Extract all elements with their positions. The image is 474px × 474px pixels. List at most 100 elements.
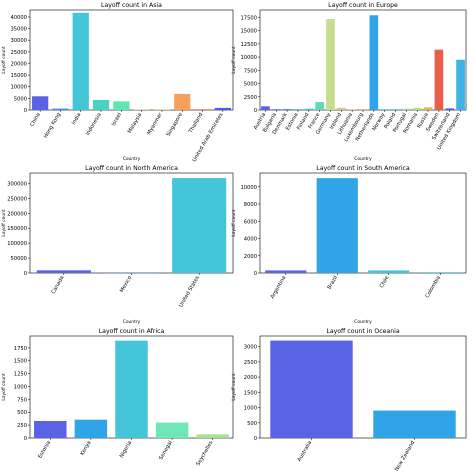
y-tick-label: 2000 (244, 375, 257, 381)
x-tick-label: Canada (50, 275, 65, 295)
bar-new-zealand (373, 410, 456, 438)
y-tick-label: 2500 (244, 360, 257, 366)
bar-indonesia (92, 100, 110, 110)
bar-bulgaria (271, 109, 281, 110)
y-tick-label: 0 (254, 108, 257, 114)
x-tick-label: Mexico (119, 275, 133, 294)
bar-lithuania (347, 109, 357, 110)
bar-austria (261, 106, 270, 110)
y-tick-label: 0 (254, 271, 257, 277)
chart-title: Layoff count in Oceania (326, 328, 399, 335)
x-tick-label: New Zealand (394, 440, 416, 473)
y-tick-label: 5000 (14, 96, 27, 102)
y-tick-label: 4000 (244, 237, 257, 243)
bar-estonia (34, 421, 67, 438)
y-tick-label: 35000 (10, 27, 27, 33)
bar-canada (36, 270, 91, 273)
x-tick-label: Argentina (270, 275, 288, 300)
chart-4: Layoff count in Africa 0 250 500 750 1000 1250… (1, 328, 234, 467)
y-axis-label: Layoff count (1, 46, 7, 74)
x-tick-label: Senegal (158, 440, 174, 461)
bar-brazil (316, 178, 358, 273)
y-tick-label: 500 (247, 421, 257, 427)
y-tick-label: 150000 (7, 226, 27, 232)
x-axis-label: Country (123, 156, 141, 162)
chart-title: Layoff count in Europe (328, 2, 398, 9)
y-axis-label: Layoff count (1, 373, 7, 401)
chart-5: Layoff count in Oceania 0 500 1000 1500 2000 2… (231, 328, 467, 473)
y-tick-label: 250 (17, 423, 27, 429)
y-tick-label: 0 (254, 436, 257, 442)
bar-ireland (336, 107, 346, 110)
bar-senegal (155, 422, 189, 438)
x-tick-label: Malaysia (127, 112, 144, 135)
y-tick-label: 1000 (14, 384, 27, 390)
y-tick-label: 1000 (244, 406, 257, 412)
bar-india (72, 12, 89, 111)
bar-chile (368, 270, 410, 273)
x-tick-label: Australia (297, 440, 314, 463)
y-tick-label: 200000 (7, 211, 27, 217)
bar-australia (270, 340, 353, 438)
chart-title: Layoff count in North America (85, 165, 178, 172)
y-tick-label: 10000 (10, 85, 27, 91)
y-tick-label: 15000 (10, 73, 27, 79)
x-tick-label: Thailand (187, 112, 204, 135)
y-tick-label: 40000 (10, 15, 27, 21)
bar-united-kingdom (456, 59, 465, 110)
chart-3: Layoff count in South America 0 2000 4000 60… (231, 165, 467, 325)
y-tick-label: 50000 (10, 256, 27, 262)
bar-france (315, 102, 324, 110)
x-tick-label: Kenya (79, 440, 92, 457)
x-axis-label: Country (354, 156, 372, 162)
y-tick-label: 15000 (240, 29, 257, 35)
y-tick-label: 8000 (244, 202, 257, 208)
x-axis-label: Country (123, 319, 141, 325)
y-tick-label: 10000 (240, 185, 257, 191)
y-tick-label: 2500 (244, 95, 257, 101)
bar-singapore (174, 93, 191, 110)
plot-frame (29, 9, 234, 111)
x-tick-label: Hong Kong (43, 112, 62, 139)
bar-china (32, 96, 49, 110)
x-tick-label: Israel (111, 112, 123, 127)
y-tick-label: 0 (24, 108, 27, 114)
y-tick-label: 750 (17, 397, 27, 403)
x-axis-label: Country (354, 319, 372, 325)
y-tick-label: 300000 (7, 181, 27, 187)
chart-title: Layoff count in South America (316, 165, 410, 172)
y-tick-label: 100000 (7, 241, 27, 247)
x-tick-label: India (71, 112, 83, 126)
x-tick-label: Nigeria (119, 440, 133, 459)
chart-0: Layoff count in Asia 0 5000 10000 15000 20000… (1, 2, 234, 163)
x-tick-label: Colombia (425, 275, 442, 299)
bar-finland (304, 108, 314, 110)
y-tick-label: 0 (24, 271, 27, 277)
bar-colombia (419, 272, 461, 273)
bar-estonia (293, 109, 303, 110)
y-tick-label: 7500 (244, 68, 257, 74)
x-tick-label: Singapore (166, 112, 184, 138)
bar-united-states (172, 178, 227, 273)
bar-norway (380, 109, 390, 110)
y-tick-label: 30000 (10, 38, 27, 44)
y-tick-label: 1500 (244, 390, 257, 396)
bar-united-arab-emirates (214, 107, 231, 110)
x-tick-label: Chile (379, 275, 391, 289)
y-tick-label: 20000 (10, 61, 27, 67)
chart-1: Layoff count in Europe 0 2500 5000 7500 10000… (231, 2, 467, 162)
bar-kenya (74, 419, 108, 438)
x-tick-label: United States (178, 275, 201, 309)
x-tick-label: Estonia (37, 440, 52, 460)
bar-thailand (194, 109, 211, 110)
y-tick-label: 1500 (14, 359, 27, 365)
y-tick-label: 1750 (14, 346, 27, 352)
bar-netherlands (369, 15, 379, 110)
chart-title: Layoff count in Africa (99, 328, 165, 335)
plot-frame (259, 172, 467, 274)
y-tick-label: 6000 (244, 219, 257, 225)
x-tick-label: Indonesia (85, 112, 103, 137)
bar-seychelles (196, 434, 229, 438)
y-tick-label: 3000 (244, 345, 257, 351)
